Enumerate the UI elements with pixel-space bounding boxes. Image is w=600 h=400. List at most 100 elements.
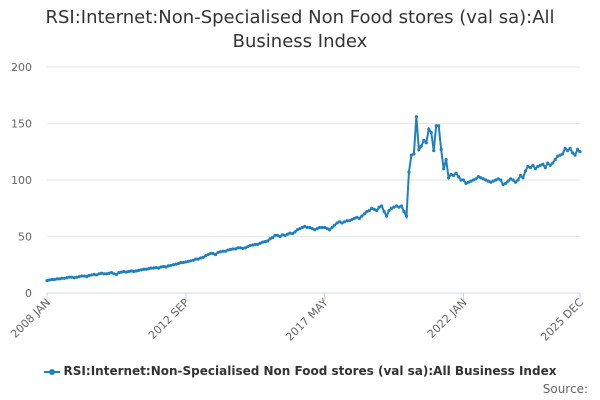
- point: [221, 249, 225, 253]
- point: [236, 246, 240, 250]
- point: [223, 249, 228, 253]
- point: [152, 266, 156, 270]
- point: [528, 165, 533, 170]
- point: [578, 150, 582, 154]
- point: [258, 241, 262, 245]
- point: [385, 214, 389, 218]
- point: [90, 273, 94, 277]
- point: [575, 147, 580, 152]
- point: [60, 276, 64, 280]
- point: [305, 225, 309, 230]
- point: [295, 228, 299, 232]
- point: [303, 224, 307, 228]
- point: [573, 153, 577, 157]
- point: [67, 275, 71, 279]
- point: [570, 151, 575, 155]
- point: [144, 267, 148, 271]
- point: [201, 255, 205, 260]
- point: [357, 216, 361, 221]
- point: [556, 154, 560, 158]
- point: [551, 161, 555, 165]
- point: [206, 252, 210, 257]
- point: [77, 275, 81, 279]
- point: [404, 214, 409, 218]
- point: [174, 262, 178, 266]
- point: [499, 178, 503, 182]
- point: [538, 163, 542, 167]
- point: [216, 250, 220, 254]
- point: [275, 233, 280, 237]
- point: [199, 256, 203, 260]
- point: [394, 204, 399, 208]
- point: [459, 178, 463, 182]
- point: [248, 243, 252, 248]
- point: [546, 161, 550, 165]
- y-tick-label: 150: [11, 118, 32, 131]
- point: [548, 163, 552, 167]
- point: [85, 275, 89, 279]
- point: [288, 231, 292, 235]
- point: [469, 179, 473, 183]
- point: [196, 257, 200, 261]
- point: [402, 210, 406, 214]
- x-tick-label: 2008 JAN: [8, 296, 53, 341]
- point: [189, 259, 193, 263]
- point: [129, 269, 133, 273]
- point: [104, 272, 109, 276]
- point: [176, 262, 180, 266]
- point: [389, 206, 394, 210]
- point: [280, 233, 285, 237]
- point: [92, 272, 96, 276]
- point: [489, 180, 493, 184]
- point: [147, 267, 151, 271]
- point: [107, 271, 111, 275]
- point: [226, 248, 230, 252]
- point: [117, 271, 121, 275]
- point: [159, 265, 163, 269]
- point: [372, 207, 376, 211]
- point: [409, 153, 414, 157]
- point: [466, 180, 471, 184]
- point: [397, 205, 401, 209]
- point: [179, 260, 183, 265]
- y-tick-label: 200: [11, 61, 32, 74]
- point: [285, 232, 290, 236]
- point: [377, 205, 381, 209]
- point: [370, 206, 374, 210]
- point: [526, 164, 530, 169]
- y-tick-label: 0: [25, 287, 32, 300]
- point: [382, 210, 386, 214]
- point: [424, 141, 428, 145]
- point: [270, 236, 275, 240]
- point: [65, 276, 69, 280]
- point: [194, 257, 198, 261]
- point: [484, 178, 488, 182]
- point: [87, 273, 91, 278]
- point: [558, 153, 562, 157]
- point: [454, 171, 458, 175]
- point: [444, 158, 448, 162]
- point: [318, 225, 322, 230]
- point: [332, 223, 337, 227]
- point: [521, 176, 525, 180]
- point: [243, 246, 247, 250]
- point: [506, 179, 510, 183]
- point: [161, 264, 166, 269]
- point: [568, 146, 572, 150]
- point: [362, 212, 366, 216]
- point: [422, 138, 426, 143]
- point: [399, 204, 404, 208]
- point: [496, 177, 500, 181]
- point: [486, 179, 490, 183]
- point: [310, 226, 314, 231]
- point: [501, 182, 505, 187]
- point: [456, 175, 461, 179]
- point: [553, 158, 557, 162]
- point: [231, 247, 235, 251]
- point: [134, 269, 138, 273]
- point: [437, 124, 441, 128]
- point: [387, 208, 391, 213]
- point: [328, 228, 332, 232]
- point: [513, 180, 518, 184]
- point: [541, 162, 545, 166]
